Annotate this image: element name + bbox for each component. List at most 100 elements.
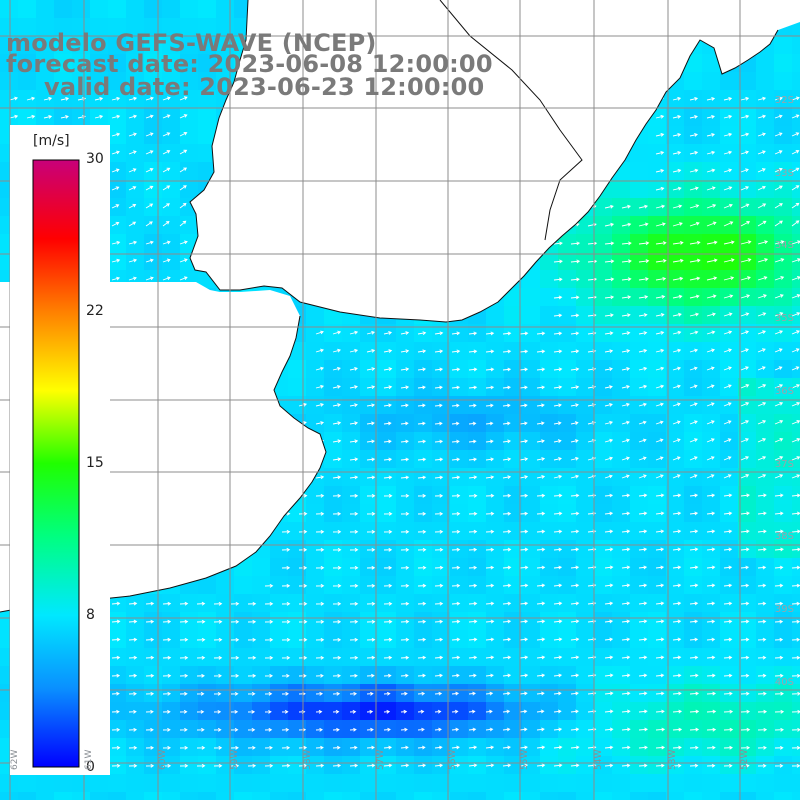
- wind-arrow: [672, 547, 682, 552]
- wind-arrow: [247, 637, 257, 642]
- wind-arrow: [247, 691, 256, 696]
- wind-arrow: [536, 763, 546, 768]
- speed-cell: [774, 738, 793, 757]
- wind-arrow: [621, 456, 630, 461]
- wind-arrow: [604, 547, 614, 552]
- speed-cell: [666, 792, 685, 800]
- speed-cell: [558, 612, 577, 631]
- speed-cell: [0, 54, 19, 73]
- wind-arrow: [774, 565, 784, 570]
- speed-cell: [756, 288, 775, 307]
- speed-cell: [108, 216, 127, 235]
- wind-arrow: [740, 727, 751, 732]
- wind-arrow: [706, 258, 718, 263]
- speed-cell: [738, 774, 757, 793]
- wind-arrow: [417, 421, 426, 426]
- wind-arrow: [621, 529, 631, 534]
- wind-arrow: [247, 619, 257, 624]
- wind-arrow: [485, 727, 494, 732]
- wind-arrow: [553, 331, 563, 336]
- wind-arrow: [570, 601, 580, 606]
- wind-arrow: [672, 204, 683, 209]
- wind-arrow: [332, 348, 341, 353]
- speed-cell: [774, 90, 793, 109]
- wind-arrow: [468, 691, 476, 696]
- lon-label: 54W: [594, 749, 604, 770]
- wind-arrow: [111, 150, 120, 155]
- speed-cell: [468, 396, 487, 415]
- wind-arrow: [672, 583, 682, 588]
- wind-arrow: [774, 637, 784, 642]
- speed-cell: [702, 324, 721, 343]
- speed-cell: [666, 756, 685, 775]
- speed-cell: [180, 594, 199, 613]
- wind-arrow: [706, 384, 715, 389]
- speed-cell: [360, 558, 379, 577]
- wind-arrow: [757, 168, 766, 173]
- speed-cell: [630, 630, 649, 649]
- wind-arrow: [723, 258, 735, 263]
- speed-cell: [486, 396, 505, 415]
- speed-cell: [180, 720, 199, 739]
- speed-cell: [576, 774, 595, 793]
- speed-cell: [594, 450, 613, 469]
- speed-cell: [72, 72, 91, 91]
- wind-arrow: [281, 745, 291, 750]
- speed-cell: [342, 558, 361, 577]
- speed-cell: [306, 720, 325, 739]
- speed-cell: [540, 270, 559, 289]
- speed-cell: [72, 18, 91, 37]
- speed-cell: [630, 756, 649, 775]
- speed-cell: [180, 144, 199, 163]
- speed-cell: [612, 702, 631, 721]
- wind-arrow: [774, 150, 783, 155]
- wind-arrow: [553, 295, 563, 300]
- speed-cell: [630, 216, 649, 235]
- wind-arrow: [604, 601, 614, 606]
- wind-arrow: [349, 367, 358, 371]
- speed-cell: [468, 576, 487, 595]
- speed-cell: [342, 486, 361, 505]
- wind-arrow: [791, 240, 800, 245]
- wind-arrow: [740, 384, 750, 389]
- wind-arrow: [621, 367, 631, 371]
- wind-arrow: [332, 547, 342, 552]
- wind-arrow: [128, 203, 137, 209]
- wind-arrow: [655, 258, 667, 263]
- speed-cell: [576, 360, 595, 379]
- speed-cell: [630, 684, 649, 703]
- speed-cell: [486, 558, 505, 577]
- wind-arrow: [553, 277, 563, 282]
- speed-cell: [522, 288, 541, 307]
- wind-arrow: [553, 745, 563, 750]
- wind-arrow: [230, 763, 240, 768]
- speed-cell: [162, 216, 181, 235]
- wind-arrow: [213, 601, 223, 606]
- speed-cell: [162, 666, 181, 685]
- wind-arrow: [774, 366, 783, 371]
- speed-cell: [288, 504, 307, 523]
- wind-arrow: [468, 331, 478, 336]
- wind-arrow: [706, 276, 718, 281]
- speed-cell: [522, 612, 541, 631]
- wind-arrow: [247, 745, 256, 750]
- speed-cell: [378, 648, 397, 667]
- speed-cell: [612, 270, 631, 289]
- speed-cell: [684, 720, 703, 739]
- wind-arrow: [145, 96, 154, 101]
- speed-cell: [198, 774, 217, 793]
- speed-cell: [576, 558, 595, 577]
- wind-arrow: [366, 439, 375, 444]
- speed-cell: [540, 252, 559, 271]
- speed-cell: [576, 270, 595, 289]
- speed-cell: [234, 792, 253, 800]
- wind-arrow: [230, 601, 240, 606]
- wind-arrow: [349, 583, 359, 588]
- speed-cell: [0, 792, 19, 800]
- wind-arrow: [383, 547, 393, 552]
- wind-arrow: [723, 96, 733, 101]
- model-title: modelo GEFS-WAVE (NCEP): [6, 29, 377, 57]
- speed-cell: [396, 648, 415, 667]
- speed-cell: [324, 450, 343, 469]
- speed-cell: [594, 378, 613, 397]
